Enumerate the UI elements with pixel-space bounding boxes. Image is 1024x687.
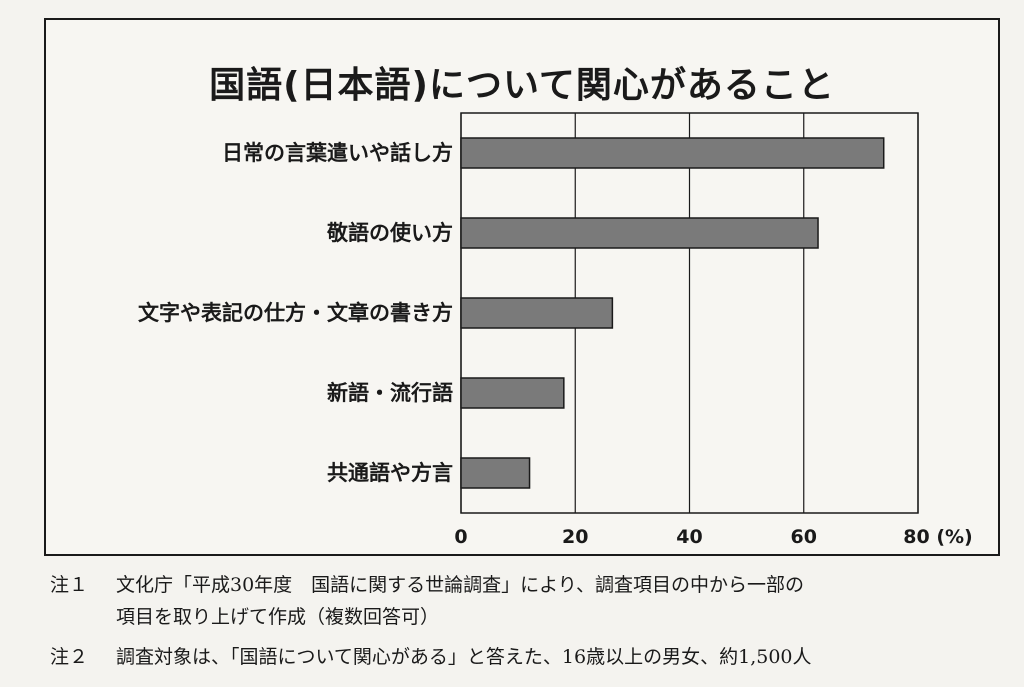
- note-2: 注２ 調査対象は、「国語について関心がある」と答えた、16歳以上の男女、約1,50…: [50, 642, 812, 669]
- category-label: 共通語や方言: [327, 461, 453, 485]
- note-1-line-1: 文化庁「平成30年度 国語に関する世論調査」により、調査項目の中から一部の: [116, 574, 805, 596]
- x-tick-label: 60: [791, 526, 817, 548]
- note-2-line-1: 調査対象は、「国語について関心がある」と答えた、16歳以上の男女、約1,500人: [116, 646, 812, 668]
- x-tick-label: 20: [562, 526, 588, 548]
- bar: [460, 297, 614, 329]
- bar: [460, 457, 531, 489]
- x-tick-label: 40: [676, 526, 702, 548]
- bar: [460, 217, 819, 249]
- category-label: 日常の言葉遣いや話し方: [222, 141, 453, 165]
- x-tick-label: 0: [454, 526, 467, 548]
- note-1: 注１ 文化庁「平成30年度 国語に関する世論調査」により、調査項目の中から一部の: [50, 570, 804, 597]
- bar: [460, 377, 565, 409]
- category-label: 敬語の使い方: [326, 221, 453, 245]
- note-1-continued: 項目を取り上げて作成（複数回答可）: [116, 602, 439, 629]
- note-1-tag: 注１: [50, 574, 89, 596]
- x-tick-label: 80 (%): [903, 526, 972, 548]
- bar: [460, 137, 885, 169]
- note-2-tag: 注２: [50, 646, 89, 668]
- category-label: 新語・流行語: [327, 381, 453, 405]
- category-label: 文字や表記の仕方・文章の書き方: [138, 301, 453, 325]
- chart-title: 国語(日本語)について関心があること: [209, 65, 835, 106]
- note-1-line-2: 項目を取り上げて作成（複数回答可）: [116, 606, 440, 628]
